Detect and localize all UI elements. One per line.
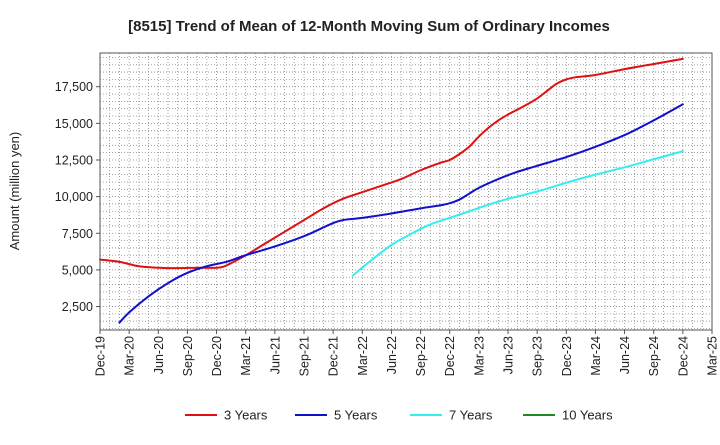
x-tick-label: Jun-21	[268, 336, 282, 374]
x-tick-label: Jun-22	[385, 336, 399, 374]
legend-label-4: 10 Years	[562, 408, 613, 423]
x-tick-label: Sep-21	[298, 336, 312, 376]
y-tick-label: 12,500	[55, 153, 93, 167]
x-tick-label: Sep-22	[414, 336, 428, 376]
x-tick-label: Dec-23	[560, 336, 574, 376]
grid-layer	[100, 53, 712, 330]
chart-title: [8515] Trend of Mean of 12-Month Moving …	[128, 18, 610, 35]
x-tick-label: Dec-24	[676, 336, 690, 376]
legend: 3 Years 5 Years 7 Years 10 Years	[185, 408, 613, 423]
y-tick-label: 2,500	[62, 300, 93, 314]
y-axis-label: Amount (million yen)	[7, 132, 22, 251]
y-tick-label: 17,500	[55, 80, 93, 94]
plot-frame	[99, 52, 713, 331]
legend-label-2: 5 Years	[334, 408, 378, 423]
x-tick-label: Jun-24	[618, 336, 632, 374]
y-tick-labels: 2,500 5,000 7,500 10,000 12,500 15,000 17,500	[55, 80, 100, 314]
y-tick-label: 15,000	[55, 117, 93, 131]
x-tick-label: Mar-24	[589, 336, 603, 376]
series-line-7-years	[351, 150, 684, 277]
series-line-5-years	[118, 103, 684, 324]
x-tick-label: Mar-25	[706, 336, 720, 376]
y-tick-label: 10,000	[55, 190, 93, 204]
x-tick-label: Sep-20	[181, 336, 195, 376]
x-tick-label: Mar-21	[239, 336, 253, 376]
plot-area	[100, 53, 712, 330]
y-tick-label: 7,500	[62, 227, 93, 241]
x-tick-label: Dec-22	[443, 336, 457, 376]
x-tick-label: Dec-21	[327, 336, 341, 376]
legend-label-1: 3 Years	[224, 408, 268, 423]
x-tick-label: Mar-22	[356, 336, 370, 376]
x-tick-label: Dec-20	[210, 336, 224, 376]
x-tick-label: Dec-19	[94, 336, 108, 376]
x-tick-label: Jun-23	[502, 336, 516, 374]
legend-label-3: 7 Years	[449, 408, 493, 423]
y-tick-label: 5,000	[62, 263, 93, 277]
x-tick-label: Mar-20	[123, 336, 137, 376]
x-tick-label: Sep-24	[647, 336, 661, 376]
x-tick-label: Jun-20	[152, 336, 166, 374]
x-tick-label: Mar-23	[472, 336, 486, 376]
x-tick-label: Sep-23	[531, 336, 545, 376]
x-tick-labels: Dec-19 Mar-20 Jun-20 Sep-20 Dec-20 Mar-21 Jun-…	[94, 330, 720, 376]
series-layer	[99, 57, 684, 324]
series-line-3-years	[99, 57, 684, 270]
